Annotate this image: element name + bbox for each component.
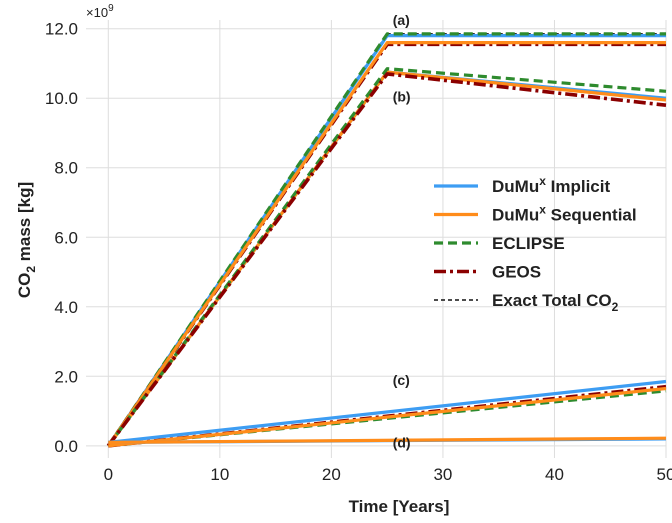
x-axis-label: Time [Years] bbox=[349, 497, 450, 516]
grid-lines bbox=[86, 20, 667, 458]
annotation-label: (a) bbox=[393, 12, 410, 28]
legend-label-exact: Exact Total CO2 bbox=[492, 291, 619, 314]
y-tick-label: 8.0 bbox=[54, 159, 78, 178]
legend: DuMux Implicit DuMux Sequential ECLIPSE GEO… bbox=[434, 174, 637, 314]
x-tick-label: 30 bbox=[433, 465, 452, 484]
y-tick-label: 0.0 bbox=[54, 437, 78, 456]
x-tick-label: 50 bbox=[657, 465, 672, 484]
y-tick-label: 4.0 bbox=[54, 298, 78, 317]
annotation-label: (b) bbox=[393, 89, 411, 105]
annotation-layer: (a) (b) (c) (d) bbox=[393, 12, 411, 450]
x-tick-label: 40 bbox=[545, 465, 564, 484]
legend-label-geos: GEOS bbox=[492, 263, 541, 282]
series-line-geos-b bbox=[106, 72, 667, 447]
series-line-sequential-a bbox=[106, 40, 666, 447]
y-tick-label: 12.0 bbox=[45, 20, 78, 39]
y-axis-label: CO2 mass [kg] bbox=[15, 182, 38, 298]
legend-label-implicit: DuMux Implicit bbox=[492, 174, 610, 196]
x-tick-label: 10 bbox=[210, 465, 229, 484]
annotation-label: (c) bbox=[393, 372, 410, 388]
series-line-sequential-d bbox=[108, 436, 667, 444]
x-tick-label: 0 bbox=[104, 465, 113, 484]
x-axis-ticks: 0 10 20 30 40 50 bbox=[104, 465, 672, 484]
annotation-label: (d) bbox=[393, 435, 411, 451]
y-tick-label: 10.0 bbox=[45, 89, 78, 108]
series-line-implicit-c bbox=[108, 379, 667, 444]
y-axis-multiplier: ×109 bbox=[86, 3, 114, 20]
series-layer bbox=[106, 32, 667, 448]
y-tick-label: 2.0 bbox=[54, 367, 78, 386]
legend-label-sequential: DuMux Sequential bbox=[492, 203, 637, 225]
legend-label-eclipse: ECLIPSE bbox=[492, 234, 565, 253]
series-line-sequential-c bbox=[108, 386, 667, 448]
x-tick-label: 20 bbox=[322, 465, 341, 484]
y-tick-label: 6.0 bbox=[54, 228, 78, 247]
y-axis-ticks: 0.0 2.0 4.0 6.0 8.0 10.0 12.0 bbox=[45, 20, 78, 456]
series-line-eclipse-a bbox=[106, 32, 666, 447]
